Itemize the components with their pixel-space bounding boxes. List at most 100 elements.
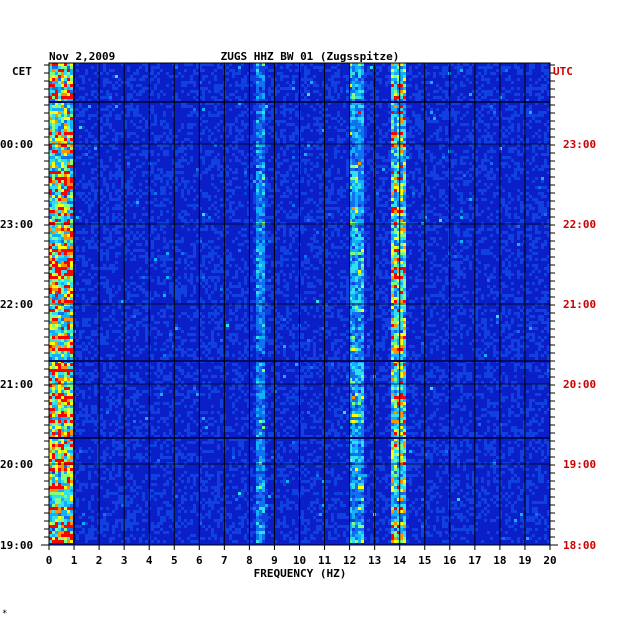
heatmap-cell [400, 252, 403, 255]
heatmap-cell [199, 240, 202, 243]
heatmap-cell [328, 78, 331, 81]
heatmap-cell [403, 132, 406, 135]
heatmap-cell [361, 132, 364, 135]
heatmap-cell [436, 84, 439, 87]
heatmap-cell [88, 99, 91, 102]
heatmap-cell [397, 219, 400, 222]
heatmap-cell [82, 192, 85, 195]
heatmap-cell [154, 120, 157, 123]
heatmap-cell [334, 147, 337, 150]
heatmap-cell [325, 213, 328, 216]
heatmap-cell [349, 63, 352, 66]
heatmap-cell [265, 201, 268, 204]
heatmap-cell [256, 225, 259, 228]
heatmap-cell [262, 129, 265, 132]
heatmap-cell [349, 150, 352, 153]
heatmap-cell [55, 171, 58, 174]
heatmap-cell [361, 135, 364, 138]
heatmap-cell [52, 138, 55, 141]
heatmap-cell [352, 246, 355, 249]
heatmap-cell [307, 201, 310, 204]
heatmap-cell [70, 165, 73, 168]
heatmap-cell [481, 192, 484, 195]
heatmap-cell [256, 63, 259, 66]
heatmap-cell [118, 117, 121, 120]
heatmap-cell [49, 171, 52, 174]
heatmap-cell [466, 150, 469, 153]
heatmap-cell [178, 183, 181, 186]
heatmap-cell [394, 231, 397, 234]
heatmap-cell [208, 90, 211, 93]
heatmap-cell [76, 237, 79, 240]
heatmap-cell [517, 195, 520, 198]
heatmap-cell [349, 99, 352, 102]
heatmap-cell [256, 156, 259, 159]
heatmap-cell [310, 63, 313, 66]
heatmap-cell [400, 246, 403, 249]
heatmap-cell [202, 192, 205, 195]
heatmap-cell [394, 264, 397, 267]
heatmap-cell [388, 81, 391, 84]
heatmap-cell [124, 204, 127, 207]
heatmap-cell [325, 108, 328, 111]
heatmap-cell [67, 237, 70, 240]
heatmap-cell [103, 231, 106, 234]
heatmap-cell [79, 192, 82, 195]
heatmap-cell [325, 216, 328, 219]
heatmap-cell [49, 192, 52, 195]
heatmap-cell [466, 228, 469, 231]
heatmap-cell [391, 255, 394, 258]
heatmap-cell [400, 174, 403, 177]
heatmap-cell [70, 129, 73, 132]
heatmap-cell [391, 153, 394, 156]
heatmap-cell [361, 213, 364, 216]
heatmap-cell [229, 189, 232, 192]
heatmap-cell [388, 66, 391, 69]
heatmap-cell [52, 210, 55, 213]
heatmap-cell [403, 111, 406, 114]
heatmap-cell [406, 204, 409, 207]
heatmap-cell [214, 252, 217, 255]
heatmap-cell [394, 132, 397, 135]
heatmap-cell [214, 69, 217, 72]
heatmap-cell [91, 93, 94, 96]
heatmap-cell [505, 213, 508, 216]
heatmap-cell [310, 81, 313, 84]
heatmap-cell [328, 168, 331, 171]
heatmap-cell [61, 204, 64, 207]
heatmap-cell [490, 219, 493, 222]
heatmap-cell [118, 102, 121, 105]
heatmap-cell [178, 213, 181, 216]
heatmap-cell [427, 243, 430, 246]
heatmap-cell [262, 147, 265, 150]
heatmap-cell [244, 261, 247, 264]
heatmap-cell [136, 147, 139, 150]
heatmap-cell [349, 111, 352, 114]
heatmap-cell [331, 213, 334, 216]
heatmap-cell [244, 126, 247, 129]
heatmap-cell [115, 267, 118, 270]
heatmap-cell [304, 219, 307, 222]
heatmap-cell [289, 63, 292, 66]
heatmap-cell [232, 240, 235, 243]
heatmap-cell [457, 135, 460, 138]
heatmap-cell [487, 159, 490, 162]
heatmap-cell [76, 192, 79, 195]
heatmap-cell [397, 267, 400, 270]
heatmap-cell [457, 177, 460, 180]
heatmap-cell [481, 90, 484, 93]
heatmap-cell [118, 225, 121, 228]
heatmap-cell [355, 108, 358, 111]
heatmap-cell [196, 99, 199, 102]
heatmap-cell [241, 120, 244, 123]
heatmap-cell [382, 264, 385, 267]
heatmap-cell [442, 156, 445, 159]
heatmap-cell [94, 225, 97, 228]
heatmap-cell [100, 162, 103, 165]
heatmap-cell [334, 156, 337, 159]
heatmap-cell [457, 264, 460, 267]
heatmap-cell [541, 165, 544, 168]
heatmap-cell [310, 216, 313, 219]
heatmap-cell [496, 117, 499, 120]
heatmap-cell [283, 120, 286, 123]
